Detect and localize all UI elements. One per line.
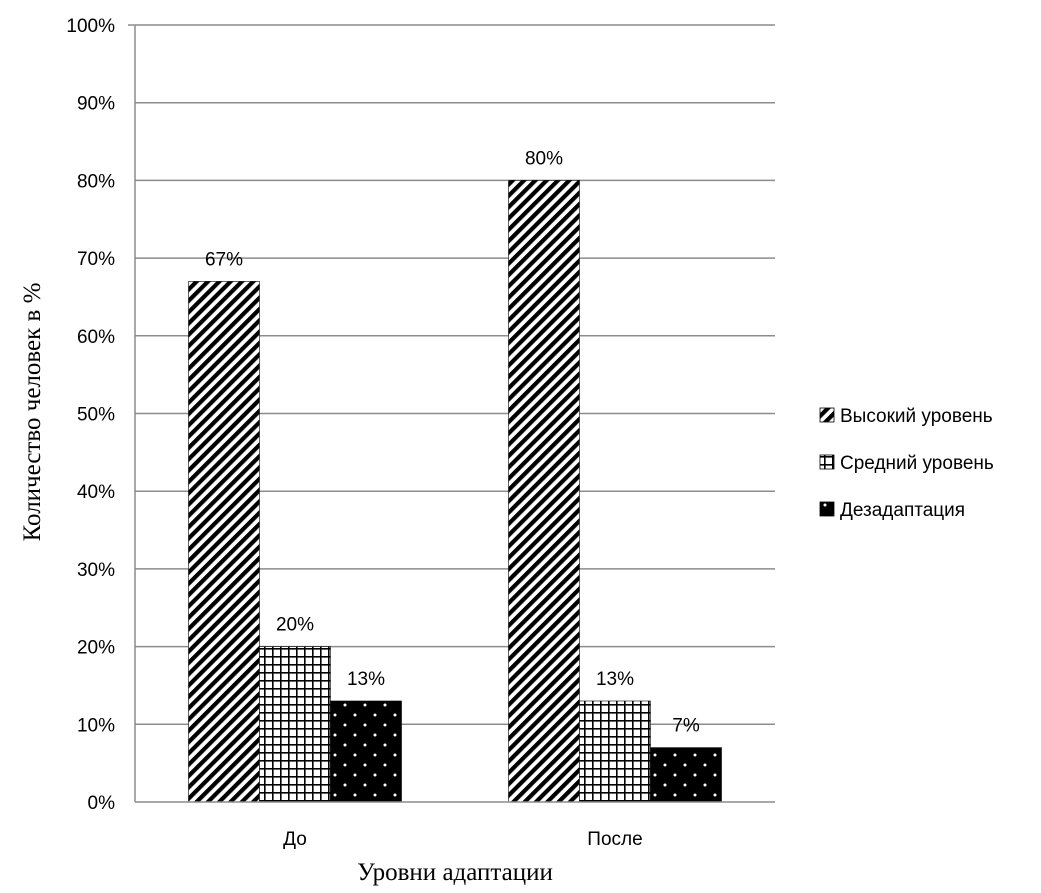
y-tick-label: 10%	[77, 715, 115, 736]
data-label: 80%	[525, 148, 563, 169]
axes: 0% 10% 20% 30% 40% 50% 60% 70% 80% 90% 100% До После	[66, 16, 775, 850]
y-tick-label: 20%	[77, 638, 115, 659]
y-tick-label: 100%	[66, 16, 115, 37]
y-axis-title: Количество человек в %	[19, 283, 46, 542]
legend-label: Средний уровень	[840, 453, 994, 474]
legend-swatch	[819, 407, 835, 423]
data-label: 13%	[596, 669, 634, 690]
bar-средний-уровень-до	[259, 646, 331, 803]
legend: Высокий уровень Средний уровень Дезадаптац…	[819, 406, 994, 521]
legend-label: Дезадаптация	[840, 500, 965, 521]
bar-высокий-уровень-до	[188, 281, 260, 803]
y-tick-label: 30%	[77, 560, 115, 581]
y-tick-label: 50%	[77, 405, 115, 426]
y-tick-label: 0%	[88, 793, 116, 814]
bar-дезадаптация-после	[650, 747, 722, 803]
y-tick-label: 60%	[77, 327, 115, 348]
y-tick-label: 70%	[77, 249, 115, 270]
bar-средний-уровень-после	[579, 700, 651, 803]
data-label: 20%	[276, 615, 314, 636]
legend-item-средний-уровень: Средний уровень	[819, 453, 994, 474]
legend-item-высокий-уровень: Высокий уровень	[819, 406, 993, 427]
legend-item-дезадаптация: Дезадаптация	[819, 500, 965, 521]
data-label: 13%	[347, 669, 385, 690]
data-label: 67%	[205, 249, 243, 270]
y-tick-label: 40%	[77, 482, 115, 503]
x-axis-title: Уровни адаптации	[357, 859, 553, 886]
x-tick-label: После	[587, 829, 642, 850]
bars	[188, 180, 722, 803]
legend-swatch	[819, 454, 835, 470]
legend-swatch	[819, 501, 835, 517]
data-label: 7%	[672, 716, 700, 737]
y-tick-label: 90%	[77, 94, 115, 115]
y-tick-label: 80%	[77, 171, 115, 192]
bar-дезадаптация-до	[330, 700, 402, 803]
x-tick-label: До	[283, 829, 307, 850]
legend-label: Высокий уровень	[840, 406, 993, 427]
bar-высокий-уровень-после	[508, 180, 580, 803]
data-labels: 67% 20% 13% 80% 13% 7%	[205, 148, 700, 736]
